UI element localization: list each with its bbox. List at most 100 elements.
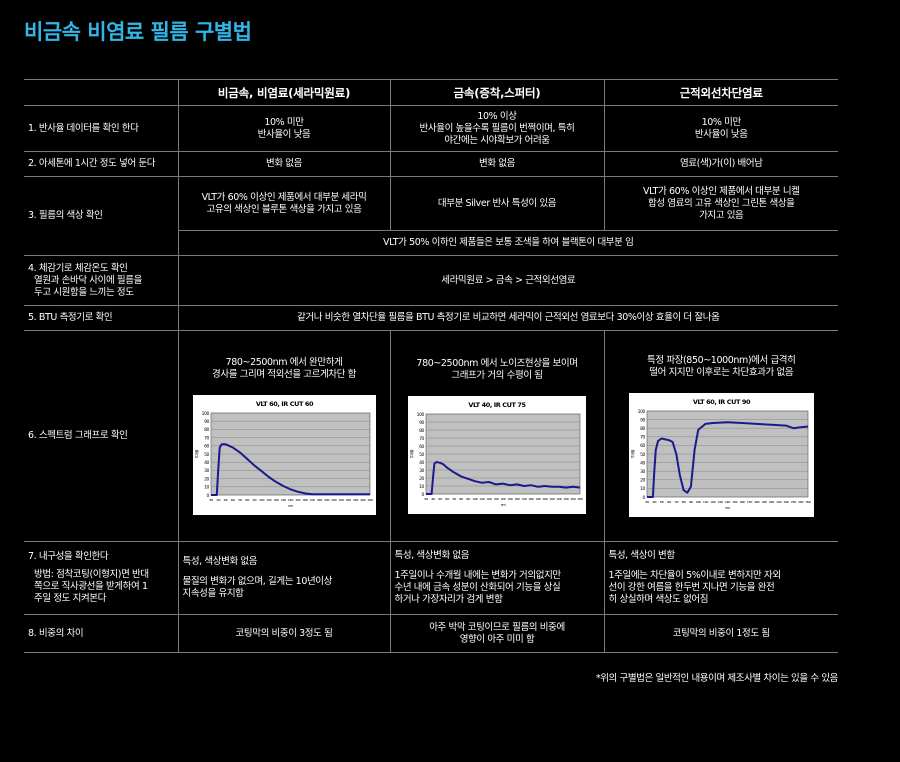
cell-ceramic: 10% 미만 반사율이 낮음	[177, 105, 390, 152]
y-tick-label: 40	[640, 460, 645, 466]
x-tick-label: 1200	[710, 500, 716, 504]
table-row: 4. 체감기로 체감온도 확인 열원과 손바닥 사이에 필름을 두고 시원함을 느끼…	[24, 255, 838, 306]
y-axis-label: 투과율	[630, 449, 635, 459]
y-tick-label: 80	[640, 426, 645, 432]
y-tick-label: 70	[204, 435, 209, 441]
y-tick-label: 0	[206, 493, 209, 499]
x-tick-label: 1700	[521, 497, 527, 501]
x-tick-label: 1900	[761, 500, 767, 504]
x-axis-label: nm	[501, 503, 507, 507]
x-tick-label: 2000	[769, 500, 775, 504]
cell-nir-dye: 특성, 색상이 변함 1주일에는 차단율이 5%이내로 변하지만 자외 선이 강한…	[603, 541, 838, 615]
x-tick-label: 500	[660, 500, 665, 504]
chart-svg: VLT 40, IR CUT 75 0 10 20 30 40 50 60 70 80 90 100 3…	[409, 401, 584, 507]
table-row: 2. 아세톤에 1시간 정도 넣어 둔다 변화 없음 변화 없음 염료(색)가(…	[24, 151, 838, 177]
table-row: 5. BTU 측정기로 확인 같거나 비슷한 열차단율 필름을 BTU 측정기로…	[24, 305, 838, 331]
x-axis-label: nm	[288, 504, 294, 508]
header-ceramic: 비금속, 비염료(세라믹원료)	[177, 79, 390, 106]
table-row: 1. 반사율 데이터를 확인 한다 10% 미만 반사율이 낮음 10% 이상 반사…	[24, 105, 838, 152]
chart-svg: VLT 60, IR CUT 90 0 10 20 30 40 50 60 70 80 90 100 3…	[630, 398, 812, 510]
y-tick-label: 30	[204, 468, 209, 474]
cell-metal: 대부분 Silver 반사 특성이 있음	[389, 176, 604, 231]
x-tick-label: 2100	[776, 500, 782, 504]
x-tick-label: 400	[216, 498, 221, 502]
x-tick-label: 2000	[542, 497, 548, 501]
x-tick-label: 500	[438, 497, 443, 501]
x-tick-label: 1100	[266, 498, 272, 502]
footnote: *위의 구별법은 일반적인 내용이며 제조사별 차이는 있을 수 있음	[595, 673, 839, 684]
x-tick-label: 2100	[338, 498, 344, 502]
x-tick-label: 1900	[324, 498, 330, 502]
x-tick-label: 1300	[717, 500, 723, 504]
x-tick-label: 1400	[287, 498, 293, 502]
cell-ceramic: 780~2500nm 에서 완만하게 경사를 그리며 적외선을 고르게차단 함 V…	[177, 330, 390, 542]
row-label: 1. 반사율 데이터를 확인 한다	[24, 105, 178, 152]
x-tick-label: 2300	[563, 497, 569, 501]
x-tick-label: 2300	[353, 498, 359, 502]
x-tick-label: 1400	[500, 497, 506, 501]
x-tick-label: 800	[245, 498, 250, 502]
x-tick-label: 2200	[556, 497, 562, 501]
cell-note: VLT가 50% 이하인 제품들은 보통 조색을 하여 블랙톤이 대부분 임	[177, 230, 838, 256]
y-tick-label: 30	[419, 468, 424, 474]
x-axis-label: nm	[725, 506, 731, 510]
cell-metal: 780~2500nm 에서 노이즈현상을 보이며 그래프가 거의 수평이 됨 VL…	[389, 330, 604, 542]
y-tick-label: 10	[419, 484, 424, 490]
table-row: 7. 내구성을 확인한다 방법: 점착코팅(이형지)면 반대 쪽으로 직사광선을 …	[24, 541, 838, 615]
chart-svg: VLT 60, IR CUT 60 0 10 20 30 40 50 60 70 80 90 100 3…	[194, 400, 374, 508]
y-tick-label: 60	[640, 443, 645, 449]
x-tick-label: 800	[459, 497, 464, 501]
x-tick-label: 700	[674, 500, 679, 504]
spectrum-chart: VLT 40, IR CUT 75 0 10 20 30 40 50 60 70 80 90 100 3…	[408, 396, 586, 514]
spectrum-chart: VLT 60, IR CUT 60 0 10 20 30 40 50 60 70 80 90 100 3…	[192, 395, 376, 515]
x-tick-label: 1000	[472, 497, 478, 501]
y-tick-label: 10	[204, 485, 209, 491]
y-axis-label: 투과율	[194, 449, 199, 459]
row-label: 8. 비중의 차이	[24, 614, 178, 653]
y-tick-label: 10	[640, 486, 645, 492]
chart-title: VLT 40, IR CUT 75	[468, 401, 526, 409]
x-tick-label: 1800	[316, 498, 322, 502]
row-label: 3. 필름의 색상 확인	[24, 176, 178, 256]
x-tick-label: 1200	[273, 498, 279, 502]
y-tick-label: 90	[204, 419, 209, 425]
cell-nir-dye: 10% 미만 반사율이 낮음	[603, 105, 838, 152]
cell-ceramic: 특성, 색상변화 없음 물질의 변화가 없으며, 길게는 10년이상 지속성을 유…	[177, 541, 390, 615]
x-tick-label: 400	[652, 500, 657, 504]
cell-metal: 특성, 색상변화 없음 1주일이나 수개월 내에는 변화가 거의없지만 수년 내에…	[389, 541, 604, 615]
x-tick-label: 600	[230, 498, 235, 502]
cell-ceramic: VLT가 60% 이상인 제품에서 대부분 세라믹 고유의 색상인 블루톤 색상을…	[177, 176, 390, 231]
cell-metal: 10% 이상 반사율이 높을수록 필름이 번쩍이며, 특히 야간에는 시야확보가 어…	[389, 105, 604, 152]
x-tick-label: 900	[689, 500, 694, 504]
y-axis-label: 투과율	[409, 449, 414, 459]
x-tick-label: 2000	[331, 498, 337, 502]
x-tick-label: 700	[452, 497, 457, 501]
x-tick-label: 2100	[549, 497, 555, 501]
y-tick-label: 100	[417, 412, 425, 418]
row-label-sub: 방법: 점착코팅(이형지)면 반대 쪽으로 직사광선을 받게하여 1 주일 정도 지…	[34, 569, 149, 604]
x-tick-label: 2500	[577, 497, 583, 501]
x-tick-label: 800	[681, 500, 686, 504]
x-tick-label: 1100	[479, 497, 485, 501]
x-tick-label: 1000	[695, 500, 701, 504]
cell-metal: 변화 없음	[389, 151, 604, 177]
y-tick-label: 80	[204, 427, 209, 433]
row-label: 2. 아세톤에 1시간 정도 넣어 둔다	[24, 151, 178, 177]
y-tick-label: 90	[419, 420, 424, 426]
x-tick-label: 1300	[280, 498, 286, 502]
row-label: 5. BTU 측정기로 확인	[24, 305, 178, 331]
y-tick-label: 90	[640, 417, 645, 423]
cell-nir-dye: 염료(색)가(이) 배어남	[603, 151, 838, 177]
x-tick-label: 2400	[570, 497, 576, 501]
x-tick-label: 300	[209, 498, 214, 502]
x-tick-label: 400	[431, 497, 436, 501]
cell-nir-dye: VLT가 60% 이상인 제품에서 대부분 니켈 합성 염료의 고유 색상인 그린…	[603, 176, 838, 231]
row-label: 4. 체감기로 체감온도 확인 열원과 손바닥 사이에 필름을 두고 시원함을 느끼…	[24, 255, 178, 306]
y-tick-label: 50	[419, 452, 424, 458]
cell-metal: 아주 박막 코팅이므로 필름의 비중에 영향이 아주 미미 함	[389, 614, 604, 653]
x-tick-label: 300	[424, 497, 429, 501]
x-tick-label: 600	[667, 500, 672, 504]
series-line	[210, 443, 370, 496]
y-tick-label: 60	[419, 444, 424, 450]
x-tick-label: 1400	[725, 500, 731, 504]
